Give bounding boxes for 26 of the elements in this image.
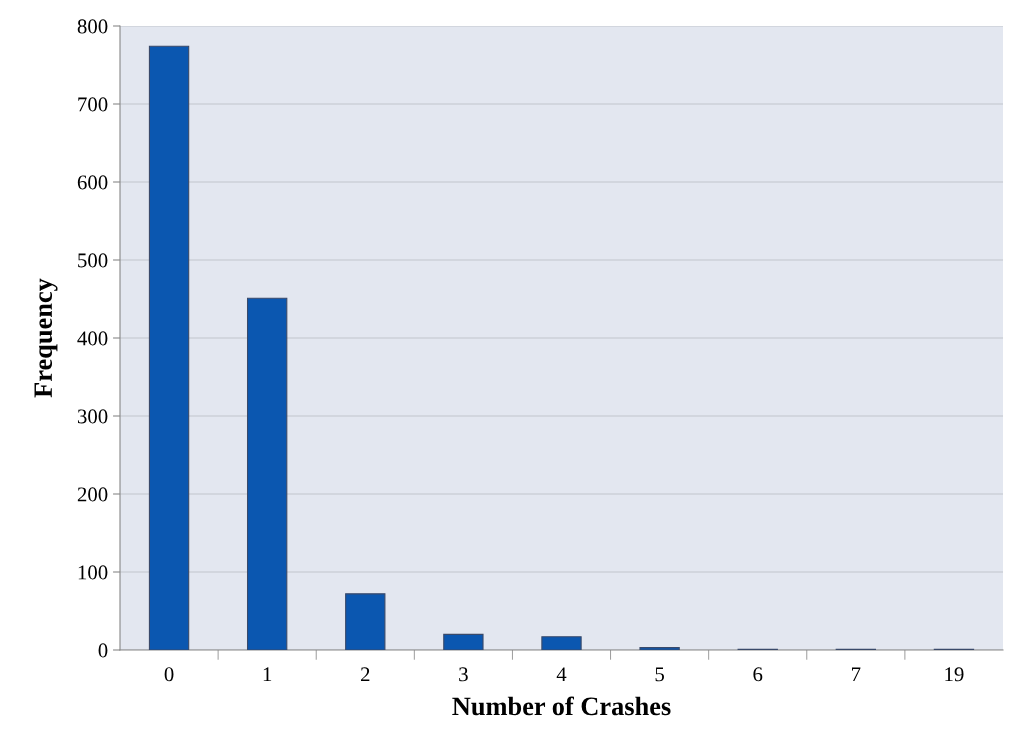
bar (246, 297, 288, 650)
y-tick-label: 200 (77, 487, 108, 502)
x-tick-label: 7 (852, 667, 861, 682)
x-axis-title: Number of Crashes (452, 696, 671, 716)
x-tick-label: 2 (360, 667, 370, 682)
x-tick-label: 3 (459, 667, 468, 682)
bar (443, 633, 484, 650)
y-tick-label: 400 (77, 331, 108, 346)
bar (639, 647, 680, 650)
y-tick-label: 0 (98, 643, 108, 658)
bar (148, 45, 190, 650)
y-axis-title: Frequency (34, 278, 58, 398)
bar (345, 593, 386, 650)
x-tick-label: 19 (945, 667, 964, 682)
x-tick-label: 5 (655, 667, 665, 682)
x-tick-label: 1 (263, 667, 272, 682)
bar (541, 636, 582, 650)
x-tick-label: 6 (753, 667, 763, 682)
y-tick-label: 600 (77, 175, 108, 190)
x-tick-label: 0 (164, 667, 174, 682)
y-tick-label: 300 (77, 409, 108, 424)
y-tick-label: 800 (77, 19, 108, 34)
y-tick-label: 700 (78, 97, 108, 112)
x-tick-label: 4 (556, 667, 567, 682)
y-tick-label: 500 (78, 253, 108, 268)
y-tick-label: 100 (78, 565, 108, 580)
